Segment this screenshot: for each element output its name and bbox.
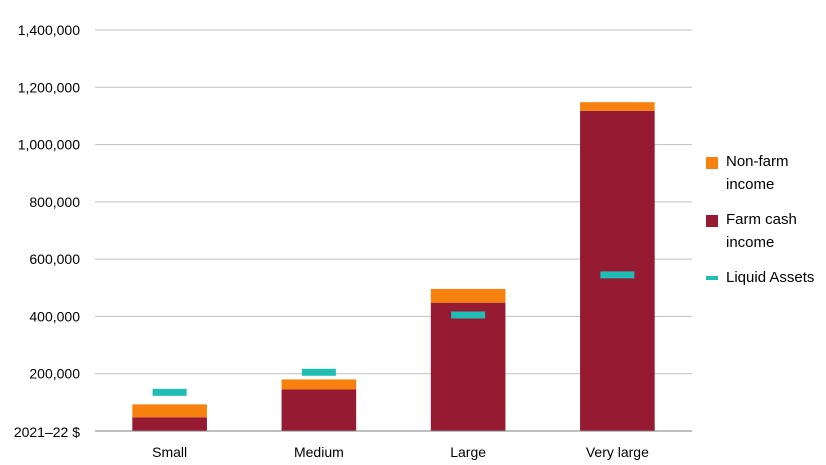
- y-axis-unit-label: 2021–22 $: [14, 424, 80, 440]
- marker-liquid-assets: [301, 368, 336, 376]
- bar-farm-cash-income: [430, 302, 506, 431]
- x-tick-labels: Small Medium Large Very large: [152, 444, 649, 460]
- legend-label-liquid-assets: Liquid Assets: [726, 269, 815, 286]
- gridlines: [95, 29, 692, 375]
- legend-label-non-farm-income: Non-farm income: [726, 153, 789, 193]
- legend-swatch-liquid-assets: [706, 276, 718, 280]
- legend-swatch-farm-cash-income: [706, 215, 718, 227]
- y-tick-labels: 200,000 400,000 600,000 800,000 1,000,000 1,2…: [18, 22, 81, 382]
- bar-farm-cash-income: [132, 417, 207, 431]
- y-tick-label: 200,000: [29, 366, 80, 382]
- bar-non-farm-income: [430, 288, 506, 303]
- legend-item-liquid-assets: Liquid Assets: [706, 266, 824, 289]
- y-tick-label: 600,000: [29, 251, 80, 267]
- x-tick-label: Medium: [294, 444, 344, 460]
- legend: Non-farm income Farm cash income Liquid …: [706, 150, 824, 301]
- legend-label-farm-cash-income: Farm cash income: [726, 211, 797, 251]
- legend-swatch-non-farm-income: [706, 157, 718, 169]
- y-tick-label: 1,400,000: [18, 22, 80, 38]
- bar-non-farm-income: [132, 404, 207, 418]
- bars: [132, 102, 655, 431]
- x-tick-label: Small: [152, 444, 187, 460]
- bar-farm-cash-income: [281, 389, 357, 431]
- marker-liquid-assets: [152, 388, 187, 396]
- x-tick-label: Very large: [586, 444, 649, 460]
- bar-non-farm-income: [580, 102, 655, 111]
- y-tick-label: 1,000,000: [18, 137, 80, 153]
- legend-item-non-farm-income: Non-farm income: [706, 150, 824, 196]
- bar-non-farm-income: [281, 379, 357, 390]
- y-tick-label: 400,000: [29, 308, 80, 324]
- bar-farm-cash-income: [580, 110, 655, 431]
- liquid-asset-markers: [152, 271, 635, 396]
- y-tick-label: 800,000: [29, 194, 80, 210]
- y-tick-label: 1,200,000: [18, 79, 80, 95]
- marker-liquid-assets: [451, 311, 486, 319]
- legend-item-farm-cash-income: Farm cash income: [706, 208, 824, 254]
- marker-liquid-assets: [600, 271, 635, 279]
- x-tick-label: Large: [450, 444, 486, 460]
